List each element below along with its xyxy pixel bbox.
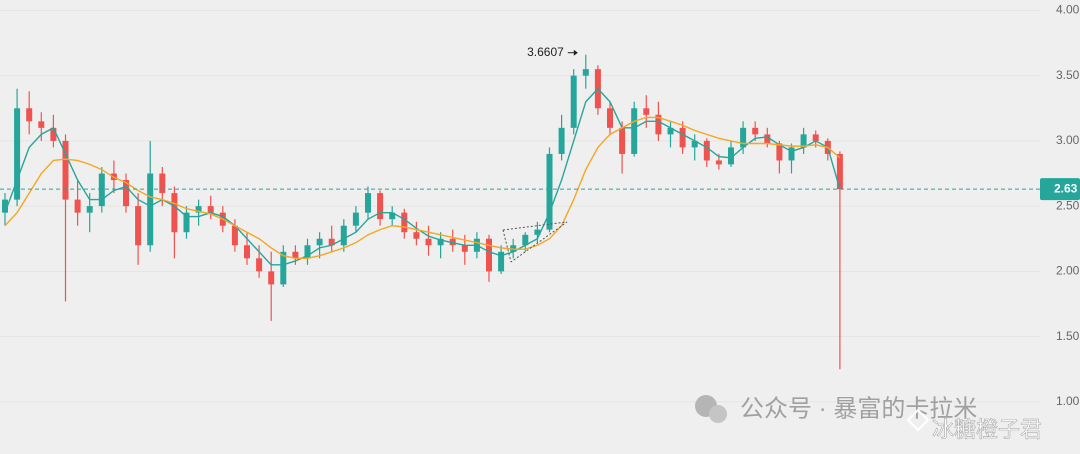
moving-average-line bbox=[4, 87, 841, 266]
candle-body bbox=[764, 134, 771, 144]
candle-body bbox=[486, 238, 492, 272]
candle-body bbox=[631, 108, 638, 154]
candle-body bbox=[534, 229, 541, 235]
candle-body bbox=[715, 160, 722, 165]
candle-body bbox=[316, 238, 323, 246]
candle-body bbox=[256, 258, 263, 272]
candle-body bbox=[268, 271, 275, 285]
candle-body bbox=[231, 225, 238, 246]
candle-body bbox=[159, 173, 166, 194]
candle-body bbox=[643, 108, 650, 115]
candle-body bbox=[522, 234, 529, 246]
candle-body bbox=[740, 127, 747, 148]
candle-body bbox=[62, 140, 69, 200]
candle-body bbox=[546, 153, 553, 230]
candle-body bbox=[14, 108, 21, 200]
candle-body bbox=[800, 134, 807, 148]
y-tick-label: 2.00 bbox=[1056, 264, 1080, 278]
watermark-account: 公众号 · 暴富的卡拉米 bbox=[740, 395, 977, 422]
candle-body bbox=[304, 245, 311, 259]
last-price-box bbox=[1040, 178, 1080, 201]
y-tick-label: 2.50 bbox=[1056, 198, 1080, 212]
candle-body bbox=[147, 173, 154, 246]
candle-body bbox=[812, 134, 819, 141]
candle-body bbox=[461, 245, 468, 252]
candle-body bbox=[377, 193, 384, 220]
watermark: 公众号 · 暴富的卡拉米 冰糖橙子君 bbox=[695, 395, 1042, 442]
candle-body bbox=[788, 147, 795, 161]
wechat-icon bbox=[709, 405, 727, 423]
candle-body bbox=[728, 147, 734, 165]
candle-body bbox=[328, 238, 335, 246]
candle-body bbox=[365, 193, 371, 213]
candle-body bbox=[667, 127, 674, 135]
candle-body bbox=[292, 251, 299, 259]
candle-body bbox=[50, 127, 57, 141]
candle-body bbox=[207, 206, 214, 213]
candle-body bbox=[607, 108, 613, 128]
candle-body bbox=[74, 199, 81, 213]
candle-body bbox=[123, 180, 129, 207]
candle-body bbox=[558, 127, 565, 154]
candle-body bbox=[679, 127, 686, 148]
candle-body bbox=[498, 251, 505, 272]
author-icon bbox=[906, 408, 930, 432]
y-tick-label: 3.00 bbox=[1056, 133, 1080, 147]
candle-body bbox=[655, 114, 662, 135]
candle-body bbox=[413, 232, 420, 239]
annotation-label: 3.6607 bbox=[527, 45, 564, 59]
moving-average-line bbox=[4, 116, 841, 260]
candle-body bbox=[244, 245, 250, 259]
candle-body bbox=[280, 251, 287, 285]
candle-body bbox=[619, 127, 626, 154]
candle-body bbox=[340, 225, 347, 246]
candle-body bbox=[570, 75, 577, 128]
candle-body bbox=[836, 153, 843, 190]
candle-body bbox=[86, 206, 93, 213]
candle-body bbox=[352, 212, 359, 226]
candle-body bbox=[183, 212, 190, 233]
watermark-author: 冰糖橙子君 bbox=[932, 417, 1042, 442]
candle-body bbox=[2, 199, 8, 213]
candle-body bbox=[401, 212, 408, 233]
last-price-label: 2.63 bbox=[1054, 181, 1078, 195]
candle-body bbox=[195, 206, 202, 213]
plot bbox=[2, 54, 843, 370]
candle-body bbox=[26, 108, 33, 122]
candle-body bbox=[389, 212, 396, 220]
drawing-triangle bbox=[502, 229, 512, 263]
drawing-triangle bbox=[502, 221, 568, 263]
candle-body bbox=[691, 140, 698, 148]
y-tick-label: 1.00 bbox=[1056, 394, 1080, 408]
y-tick-label: 3.50 bbox=[1056, 68, 1080, 82]
candle-body bbox=[752, 127, 759, 135]
annotation-arrowhead bbox=[573, 49, 578, 56]
y-tick-label: 4.00 bbox=[1056, 3, 1080, 17]
candle-body bbox=[703, 140, 710, 161]
candle-body bbox=[98, 173, 105, 207]
candle-body bbox=[776, 143, 783, 161]
candle-body bbox=[582, 69, 589, 76]
candle-body bbox=[437, 238, 444, 246]
candle-body bbox=[425, 238, 432, 246]
candle-body bbox=[38, 121, 45, 128]
y-tick-label: 1.50 bbox=[1056, 329, 1080, 343]
candle-body bbox=[171, 193, 178, 233]
candle-body bbox=[135, 206, 142, 246]
